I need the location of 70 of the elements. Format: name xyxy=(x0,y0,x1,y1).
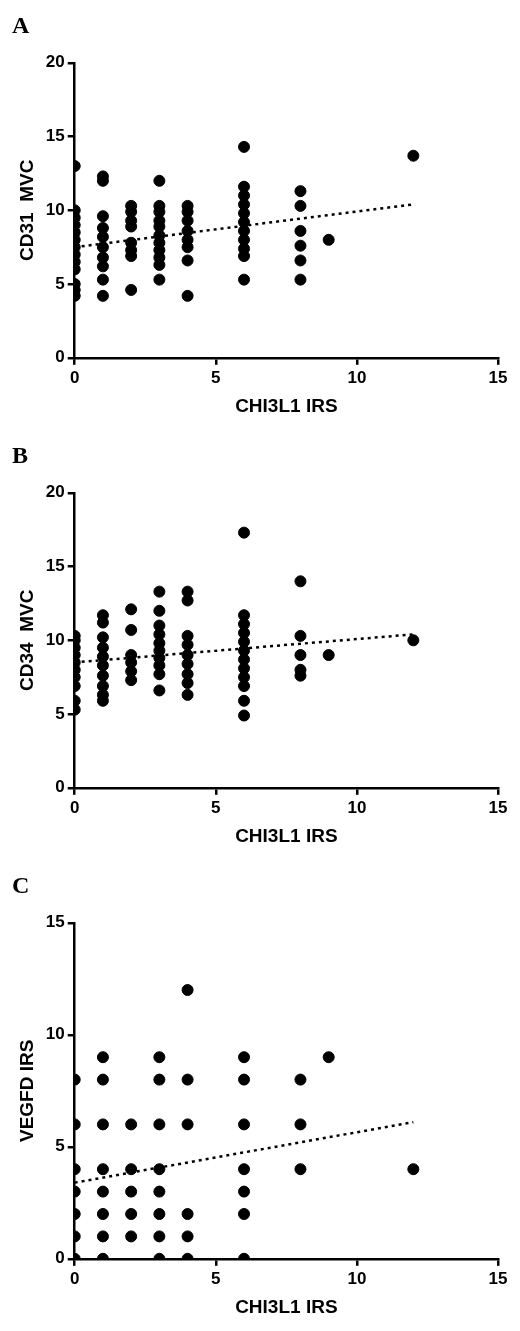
point xyxy=(96,1185,109,1198)
point xyxy=(153,1208,166,1220)
point xyxy=(153,1230,166,1243)
point xyxy=(238,1185,251,1198)
y-axis-title: CD34 MVC xyxy=(15,589,37,691)
y-tick-label: 0 xyxy=(55,777,65,797)
point xyxy=(96,1230,109,1243)
x-tick-label: 10 xyxy=(347,797,367,817)
x-tick-label: 15 xyxy=(488,367,508,387)
point xyxy=(96,1118,109,1131)
point xyxy=(96,1163,109,1176)
x-tick-label: 5 xyxy=(211,797,221,817)
point xyxy=(322,1051,335,1064)
x-tick-label: 0 xyxy=(69,1268,80,1288)
point xyxy=(238,1118,251,1131)
y-tick-label: 5 xyxy=(55,1136,65,1156)
point xyxy=(153,1051,166,1064)
y-tick-label: 10 xyxy=(45,199,65,219)
point xyxy=(238,1163,251,1176)
y-tick-label: 0 xyxy=(55,1248,65,1268)
x-axis-title: CHI3L1 IRS xyxy=(235,394,338,416)
point xyxy=(153,1073,166,1086)
y-tick-label: 15 xyxy=(45,556,65,576)
point xyxy=(294,1118,307,1131)
point xyxy=(96,1073,109,1086)
x-axis-title: CHI3L1 IRS xyxy=(235,1295,338,1317)
y-tick-label: 0 xyxy=(55,347,65,367)
point xyxy=(125,1208,138,1220)
chart-title: A xyxy=(12,11,30,38)
x-tick-label: 0 xyxy=(69,797,80,817)
x-tick-label: 0 xyxy=(69,367,80,387)
point xyxy=(125,1163,138,1176)
x-axis-title: CHI3L1 IRS xyxy=(235,824,338,846)
point xyxy=(181,984,194,996)
y-axis-title: VEGFD IRS xyxy=(15,1039,37,1142)
x-tick-label: 10 xyxy=(347,1268,367,1288)
x-tick-label: 15 xyxy=(488,1268,508,1288)
chart-title: B xyxy=(12,441,29,468)
point xyxy=(125,1118,138,1131)
y-tick-label: 10 xyxy=(45,1024,65,1044)
y-tick-label: 5 xyxy=(55,703,65,723)
y-tick-label: 5 xyxy=(55,273,65,293)
chart-title: C xyxy=(12,871,30,898)
point xyxy=(125,1185,138,1198)
point xyxy=(153,1163,166,1176)
x-tick-label: 15 xyxy=(488,797,508,817)
point xyxy=(238,1208,251,1220)
point xyxy=(153,1185,166,1198)
x-tick-label: 5 xyxy=(211,367,221,387)
y-tick-label: 10 xyxy=(45,629,65,649)
y-tick-label: 20 xyxy=(45,482,65,502)
point xyxy=(96,1208,109,1220)
x-tick-label: 10 xyxy=(347,367,367,387)
point xyxy=(294,1073,307,1086)
point xyxy=(407,1163,420,1176)
y-tick-label: 20 xyxy=(45,52,65,72)
y-tick-label: 15 xyxy=(45,912,65,932)
point xyxy=(181,1118,194,1131)
point xyxy=(181,1073,194,1086)
y-tick-label: 15 xyxy=(45,126,65,146)
x-tick-label: 5 xyxy=(211,1268,221,1288)
point xyxy=(181,1230,194,1243)
point xyxy=(238,1073,251,1086)
point xyxy=(125,1230,138,1243)
point xyxy=(96,1051,109,1064)
y-axis-title: CD31 MVC xyxy=(15,159,37,261)
point xyxy=(181,1208,194,1220)
point xyxy=(294,1163,307,1176)
point xyxy=(238,1051,251,1064)
point xyxy=(153,1118,166,1131)
